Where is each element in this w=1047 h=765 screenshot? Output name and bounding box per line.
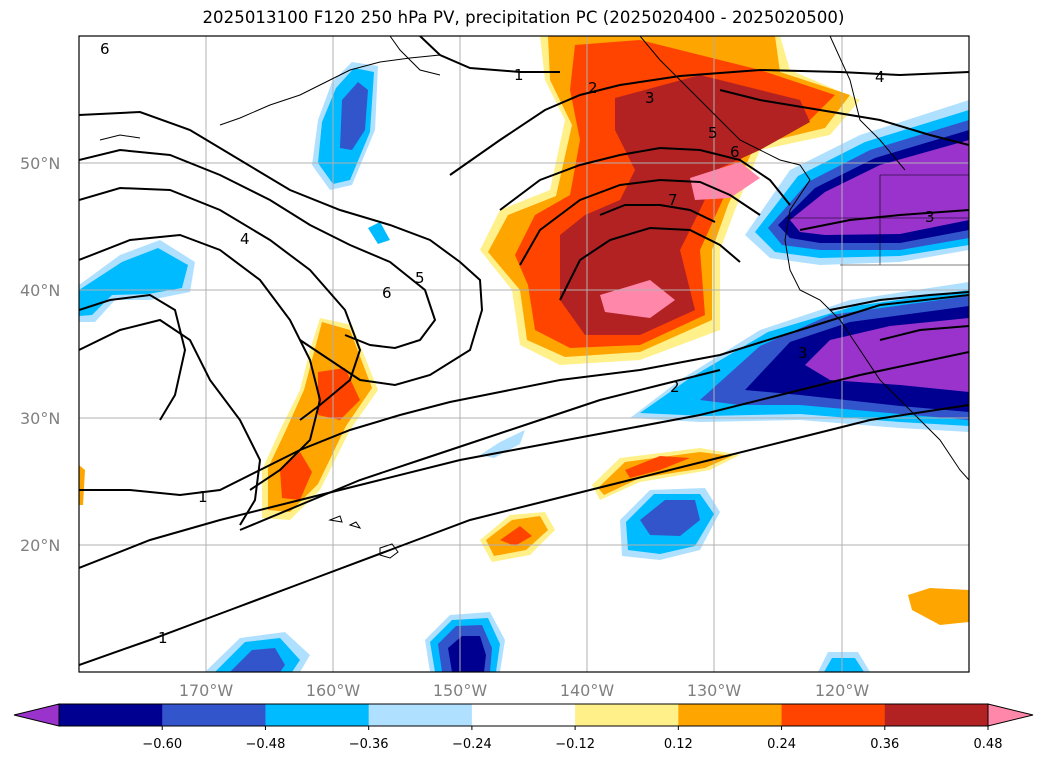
colorbar-tick-label: 0.48 bbox=[974, 737, 1003, 752]
colorbar-cell bbox=[162, 704, 266, 726]
pv-label: 4 bbox=[240, 230, 250, 248]
lon-label: 160°W bbox=[306, 681, 361, 700]
pv-label: 5 bbox=[708, 124, 718, 142]
pv-label: 1 bbox=[158, 629, 168, 647]
colorbar-tick-label: 0.24 bbox=[767, 737, 796, 752]
lat-label: 40°N bbox=[20, 281, 60, 300]
colorbar-cell bbox=[265, 704, 370, 726]
lon-label: 130°W bbox=[687, 681, 742, 700]
colorbar-cell bbox=[781, 704, 886, 726]
map-title: 2025013100 F120 250 hPa PV, precipitatio… bbox=[202, 8, 845, 27]
colorbar-cell bbox=[884, 704, 989, 726]
latitude-labels: 50°N 40°N 30°N 20°N bbox=[20, 154, 60, 555]
colorbar-cell bbox=[678, 704, 783, 726]
colorbar-cell bbox=[575, 704, 679, 726]
pv-label: 1 bbox=[514, 66, 524, 84]
negative-anomaly-subtropical-california bbox=[630, 282, 969, 432]
lon-label: 120°W bbox=[815, 681, 870, 700]
colorbar-tick-label: −0.60 bbox=[142, 737, 182, 752]
pv-contour-labels: 6 1 2 3 4 5 6 7 3 4 5 6 2 1 1 3 bbox=[100, 40, 935, 647]
pv-label: 3 bbox=[925, 208, 935, 226]
colorbar-frame bbox=[58, 703, 989, 727]
colorbar-cell bbox=[368, 704, 473, 726]
pv-label: 5 bbox=[415, 269, 425, 287]
pv-label: 2 bbox=[670, 378, 680, 396]
plot-frame bbox=[78, 35, 970, 673]
pv-label: 4 bbox=[875, 68, 885, 86]
pv-label: 6 bbox=[382, 284, 392, 302]
colorbar-tick-label: −0.48 bbox=[246, 737, 286, 752]
lat-label: 50°N bbox=[20, 154, 60, 173]
pv-label: 1 bbox=[198, 488, 208, 506]
pv-label: 3 bbox=[798, 344, 808, 362]
pv-label: 6 bbox=[730, 143, 740, 161]
pv-label: 7 bbox=[668, 191, 678, 209]
colorbar-extend-right bbox=[987, 703, 1034, 727]
colorbar-tick-label: −0.24 bbox=[452, 737, 492, 752]
colorbar-cell bbox=[471, 704, 576, 726]
coastlines bbox=[99, 36, 969, 559]
lon-label: 150°W bbox=[433, 681, 488, 700]
negative-anomaly-aleutians bbox=[312, 62, 378, 190]
negative-anomaly-small bbox=[368, 222, 390, 244]
gridlines bbox=[79, 36, 969, 672]
colorbar: −0.60 −0.48 −0.36 −0.24 −0.12 0.12 0.24 0.36 0.4… bbox=[13, 703, 1034, 752]
lat-label: 30°N bbox=[20, 409, 60, 428]
colorbar-tick-label: 0.36 bbox=[870, 737, 899, 752]
negative-anomaly-pacific-northwest bbox=[745, 100, 969, 265]
colorbar-tick-label: 0.12 bbox=[664, 737, 693, 752]
pv-label: 6 bbox=[100, 40, 110, 58]
pv-label: 2 bbox=[588, 79, 598, 97]
lat-label: 20°N bbox=[20, 536, 60, 555]
pv-label: 3 bbox=[645, 89, 655, 107]
colorbar-cell bbox=[59, 704, 163, 726]
negative-anomaly-small-features bbox=[205, 430, 870, 672]
longitude-labels: 170°W 160°W 150°W 140°W 130°W 120°W bbox=[179, 681, 870, 700]
pv-contours bbox=[79, 36, 969, 666]
colorbar-tick-label: −0.12 bbox=[555, 737, 595, 752]
colorbar-extend-left bbox=[13, 703, 60, 727]
lon-label: 140°W bbox=[560, 681, 615, 700]
colorbar-tick-label: −0.36 bbox=[349, 737, 389, 752]
positive-anomaly-northeast-pacific bbox=[480, 36, 860, 365]
lon-label: 170°W bbox=[179, 681, 234, 700]
